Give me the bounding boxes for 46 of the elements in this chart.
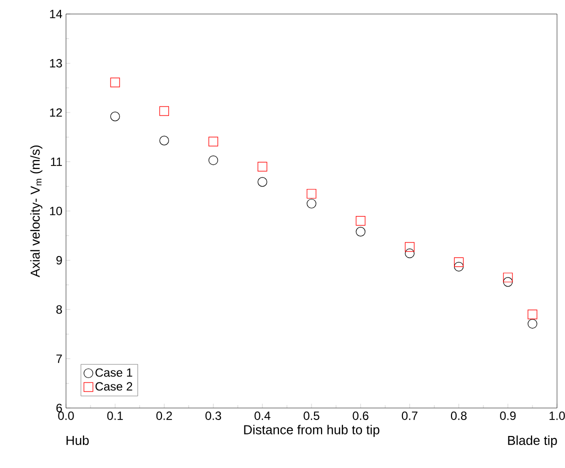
legend-label: Case 1 xyxy=(96,368,132,377)
point xyxy=(159,136,170,146)
point xyxy=(404,242,415,252)
point xyxy=(208,136,218,146)
x-tick-label: 0.3 xyxy=(205,412,222,420)
point xyxy=(454,262,464,272)
point xyxy=(110,78,120,88)
y-tick-label: 8 xyxy=(56,305,62,314)
x-tick-label: 0.1 xyxy=(107,412,123,420)
point xyxy=(528,318,538,329)
point xyxy=(454,257,464,268)
text: Hub xyxy=(66,436,89,446)
point xyxy=(306,188,316,199)
x-tick-label: 0.5 xyxy=(304,412,320,420)
y-tick-label: 6 xyxy=(56,404,62,412)
point xyxy=(110,112,120,122)
y-tick-label: 7 xyxy=(56,354,62,363)
point xyxy=(356,216,366,226)
x-tick-label: 0.0 xyxy=(58,412,74,420)
point xyxy=(528,310,538,320)
point xyxy=(356,226,366,236)
y-tick-label: 10 xyxy=(50,206,62,216)
x-tick-label: 0.6 xyxy=(352,412,368,420)
y-tick-label: 14 xyxy=(50,10,62,18)
legend-label: Case 2 xyxy=(96,382,132,391)
y-tick-label: 11 xyxy=(50,158,62,166)
point xyxy=(258,177,268,187)
x-tick-label: 0.9 xyxy=(500,412,516,420)
text: Blade tip xyxy=(508,436,557,448)
y-tick-label: 12 xyxy=(50,108,62,117)
x-tick-label: 0.8 xyxy=(450,412,467,420)
point xyxy=(503,272,513,282)
point xyxy=(306,198,316,208)
x-tick-label: 0.4 xyxy=(254,412,270,420)
point xyxy=(258,162,268,172)
point xyxy=(404,248,415,258)
y-tick-label: 9 xyxy=(56,256,62,264)
point xyxy=(503,277,513,287)
x-tick-label: 0.2 xyxy=(156,412,172,420)
point xyxy=(159,106,170,116)
x-tick-label: 1.0 xyxy=(550,412,565,420)
x-tick-label: 0.7 xyxy=(402,412,418,420)
x-axis-title: Distance from hub to tip xyxy=(244,424,380,437)
y-axis-title: Axial velocity- V$_{m}$ (m/s) xyxy=(30,146,42,278)
y-tick-label: 13 xyxy=(50,59,62,68)
point xyxy=(208,155,218,166)
